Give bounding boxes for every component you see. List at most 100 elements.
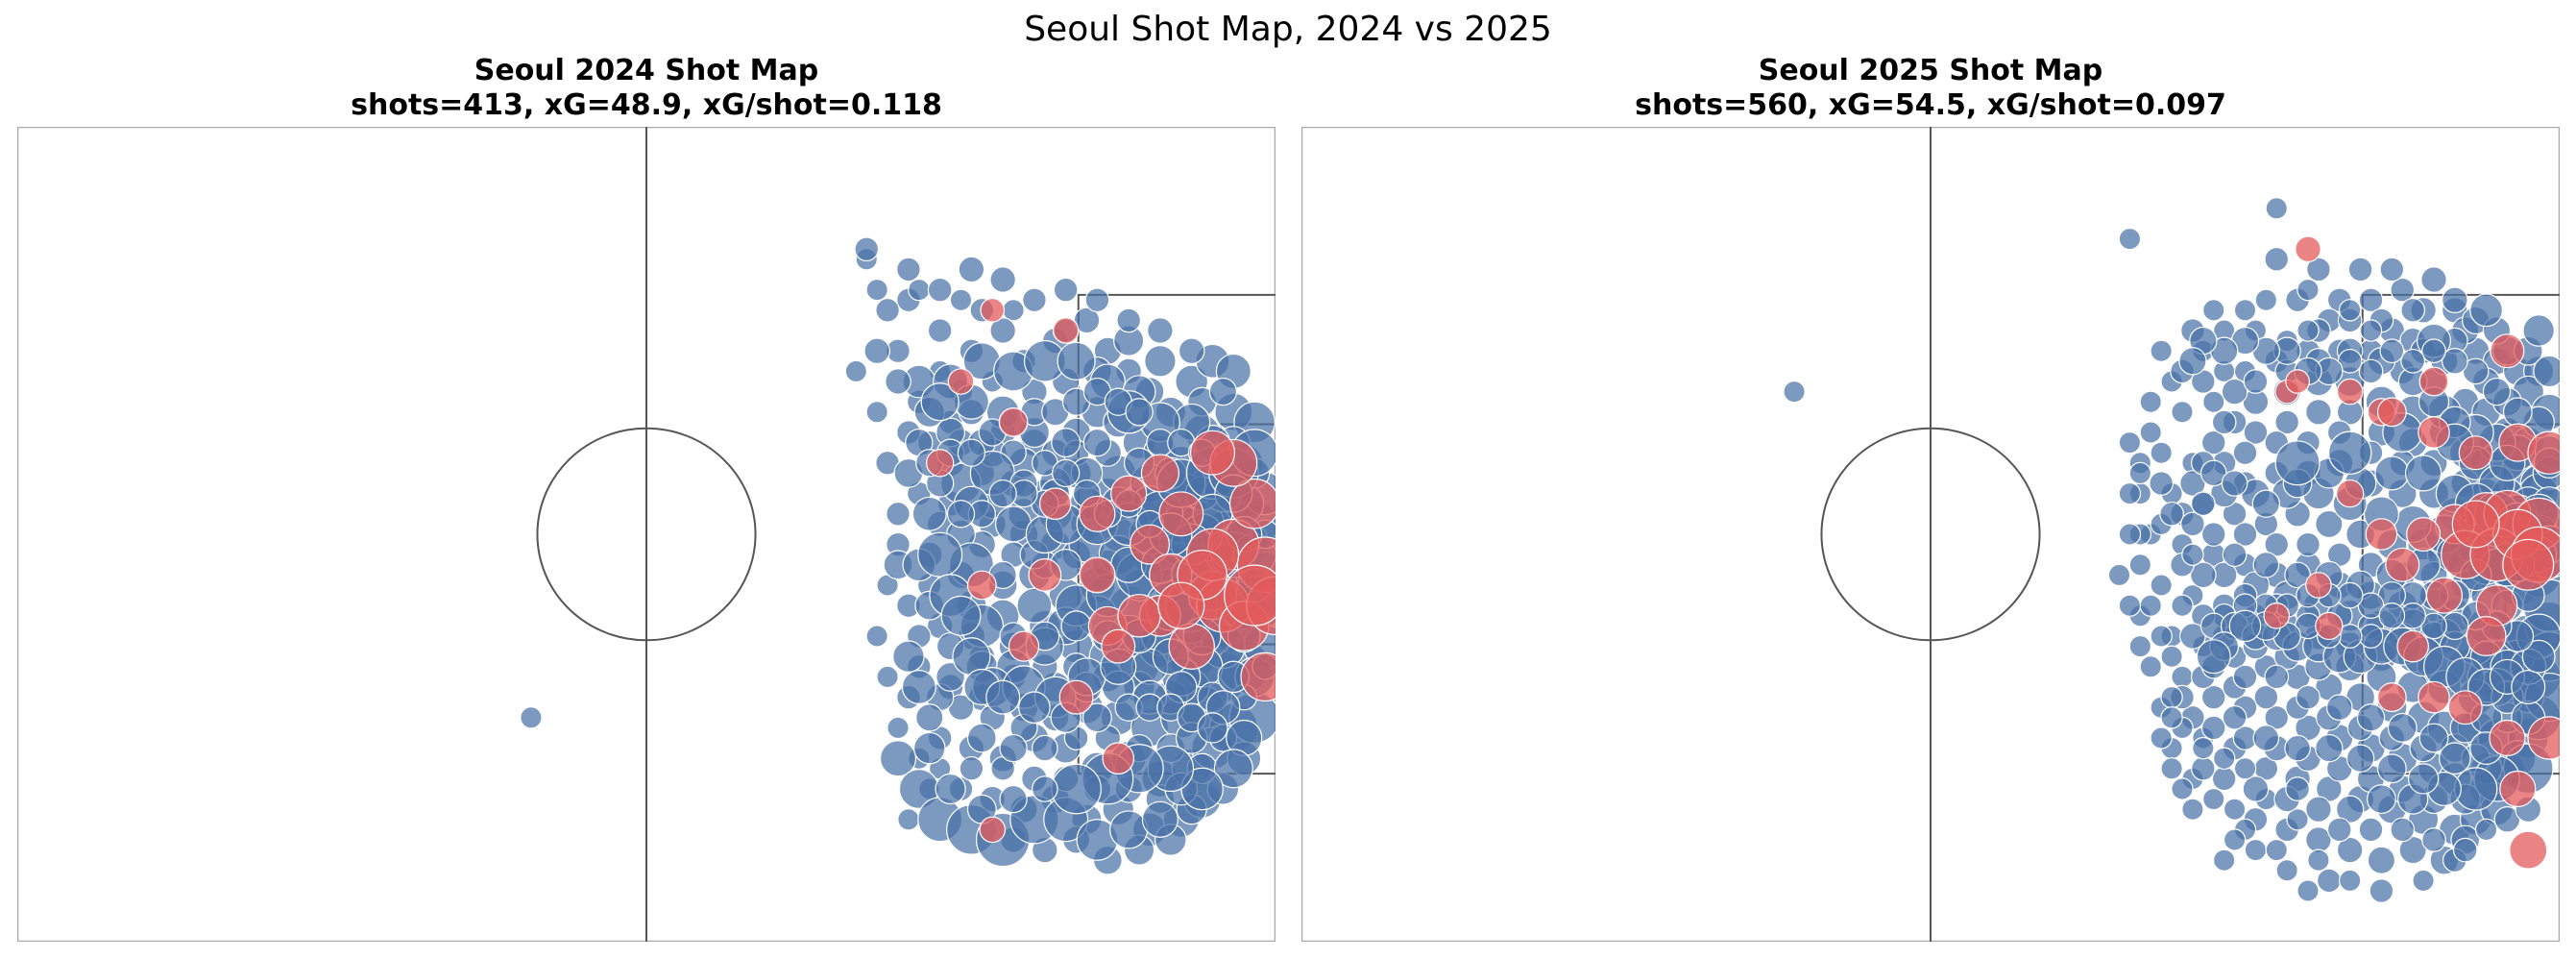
shot-point [999,733,1028,763]
shot-point [2358,624,2384,649]
shot-point [2211,766,2237,792]
shot-point [2358,287,2384,313]
goal-point [2263,602,2291,629]
shot-point [908,278,931,302]
goal-point [2499,770,2537,808]
goal-point [2336,378,2364,406]
shot-point [2251,489,2280,518]
shot-point [892,640,925,673]
shot-map-2024 [17,127,1276,942]
goal-point [1224,564,1276,627]
shot-point [2190,561,2217,589]
shot-point [927,318,953,343]
shot-point [2379,338,2405,364]
shot-point [2118,227,2142,251]
shot-point [2418,723,2449,753]
shot-point [2369,878,2394,903]
shot-point [2358,358,2384,384]
shot-point [2160,685,2183,709]
shot-point [917,531,963,578]
goal-point [2285,369,2310,394]
shot-point [1116,307,1142,333]
shot-point [2200,430,2226,455]
shot-point [901,670,936,704]
shot-point [2160,757,2183,780]
shot-point [2358,817,2384,843]
goal-point [2385,547,2420,582]
shot-point [2296,531,2321,557]
shot-point [2390,277,2416,303]
shot-point [2316,868,2342,894]
shot-point [2232,664,2258,690]
shot-point [2265,197,2288,220]
shot-point [897,808,920,831]
shot-point [2420,266,2447,293]
shot-point [887,716,910,740]
shot-point [2297,879,2320,902]
shot-point [1197,712,1228,744]
shot-point [2150,625,2173,648]
shot-point [2327,430,2372,475]
shot-point [935,773,966,805]
goal-point [1157,581,1205,629]
shot-point [2139,655,2162,678]
shot-point [2356,703,2386,732]
shot-point [1022,287,1047,313]
shot-point [865,625,888,648]
shot-point [844,359,868,383]
shot-point [885,368,911,395]
shot-point [1002,299,1025,322]
goal-point [2406,517,2442,552]
shot-point [2200,684,2226,710]
shot-point [2306,257,2331,283]
shot-point [875,297,900,323]
shot-point [2511,670,2546,704]
shot-point [1016,587,1053,624]
shot-point [1051,763,1102,815]
shot-point [2533,355,2560,388]
goal-point [1058,679,1094,715]
shot-point [911,496,947,531]
shot-point [2265,838,2288,862]
shot-point [2285,776,2310,801]
shot-point [2233,757,2257,780]
shot-point [896,257,921,283]
shot-point [1783,380,1806,404]
goal-point [980,297,1006,323]
shot-point [2400,348,2426,374]
shot-point [2254,288,2278,311]
goal-point [1228,478,1276,529]
shot-point [2407,763,2440,795]
goal-point [1028,558,1062,592]
shot-point [2222,704,2248,730]
shot-point [2367,846,2396,874]
goal-point [1079,495,1116,532]
shot-point [1178,337,1205,364]
shot-point [520,706,543,729]
shot-point [946,500,976,529]
shot-point [988,479,1017,508]
shot-point [876,665,899,689]
shot-point [2190,491,2216,517]
shot-point [2345,744,2375,773]
shot-point [2171,594,2194,617]
shot-point [2275,859,2298,882]
goal-point [2315,611,2344,641]
shot-point [863,337,890,364]
shot-point [2139,421,2162,444]
shot-point [1060,610,1092,642]
goal-point [1168,623,1215,670]
goal-point [1052,317,1080,344]
shot-point [1141,800,1179,838]
shot-point [2171,401,2194,424]
shot-point [1109,810,1149,849]
shot-point [2160,706,2183,729]
goal-point [1140,454,1179,493]
goal-point [2376,682,2407,713]
shot-point [2211,409,2237,435]
shot-point [1144,345,1177,378]
shot-point [2284,734,2311,762]
shots-layer [520,236,1276,875]
shot-point [2243,420,2269,445]
shot-point [2190,755,2216,781]
